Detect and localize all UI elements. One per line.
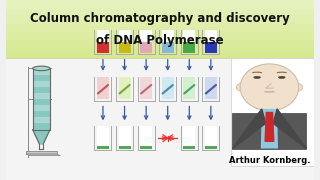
Bar (6, 27, 314, 29)
Bar (6, 35, 314, 36)
Bar (6, 24, 314, 26)
Bar (6, 20, 314, 22)
Text: Arthur Kornberg.: Arthur Kornberg. (229, 156, 310, 165)
Bar (6, 39, 314, 40)
Polygon shape (273, 109, 307, 148)
Bar (140, 126, 152, 149)
Bar (6, 58, 314, 180)
Bar (205, 126, 217, 149)
Bar (6, 17, 314, 19)
Bar (6, 55, 314, 56)
Bar (118, 76, 131, 99)
Bar (6, 0, 314, 1)
Bar (33, 87, 50, 93)
Bar (33, 117, 50, 123)
Bar (6, 16, 314, 17)
Text: of DNA Polymerase: of DNA Polymerase (96, 34, 224, 47)
Bar (6, 30, 314, 32)
Bar (33, 68, 50, 130)
Bar (183, 76, 195, 99)
Bar (205, 76, 217, 99)
Bar (162, 42, 174, 53)
Ellipse shape (254, 76, 260, 78)
Ellipse shape (295, 84, 303, 91)
Bar (183, 126, 195, 149)
Bar (6, 1, 314, 3)
Bar (97, 76, 109, 99)
Bar (33, 93, 50, 99)
Bar (6, 22, 314, 23)
Bar (6, 9, 314, 10)
Polygon shape (33, 130, 50, 144)
Bar (33, 99, 50, 105)
Bar (6, 14, 314, 16)
Bar (6, 56, 314, 58)
Bar (97, 30, 109, 42)
Polygon shape (265, 112, 274, 141)
Polygon shape (26, 154, 60, 156)
Bar (97, 146, 109, 149)
Bar (6, 37, 314, 39)
Bar (183, 30, 195, 42)
Bar (97, 126, 109, 149)
Bar (205, 146, 217, 149)
Bar (140, 30, 152, 42)
Bar (6, 43, 314, 45)
Bar (205, 30, 217, 42)
Bar (6, 45, 314, 46)
Bar (6, 23, 314, 24)
Bar (6, 33, 314, 35)
Bar (183, 42, 195, 53)
Ellipse shape (278, 76, 285, 78)
Bar (6, 29, 314, 30)
Bar (97, 42, 109, 53)
Ellipse shape (236, 84, 244, 91)
Bar (205, 42, 217, 53)
Bar (118, 30, 131, 42)
FancyBboxPatch shape (232, 112, 307, 148)
Text: Column chromatography and discovery: Column chromatography and discovery (30, 12, 290, 25)
Bar (6, 26, 314, 27)
Bar (231, 58, 314, 166)
Bar (6, 3, 314, 4)
Ellipse shape (33, 66, 50, 71)
Bar (6, 19, 314, 20)
Polygon shape (261, 109, 278, 148)
Bar (140, 146, 152, 149)
Bar (118, 146, 131, 149)
Bar (33, 123, 50, 130)
Bar (33, 81, 50, 87)
Polygon shape (232, 109, 266, 148)
Bar (118, 126, 131, 149)
Bar (6, 4, 314, 6)
Bar (162, 76, 174, 99)
Bar (140, 42, 152, 53)
Bar (6, 50, 314, 52)
Bar (33, 105, 50, 111)
Bar (118, 42, 131, 53)
Bar (6, 52, 314, 53)
Bar (262, 98, 277, 109)
Bar (6, 13, 314, 14)
Bar (6, 48, 314, 49)
Bar (6, 42, 314, 43)
Bar (162, 30, 174, 42)
Bar (6, 49, 314, 50)
Bar (183, 146, 195, 149)
Bar (33, 68, 50, 75)
Bar (6, 46, 314, 48)
Bar (6, 7, 314, 9)
Bar (33, 75, 50, 81)
Bar (6, 40, 314, 42)
Bar (33, 111, 50, 117)
FancyBboxPatch shape (26, 151, 57, 154)
Bar (6, 6, 314, 7)
Bar (6, 12, 314, 13)
Bar (140, 76, 152, 99)
Bar (6, 36, 314, 37)
Ellipse shape (240, 64, 299, 111)
Bar (6, 32, 314, 33)
Bar (6, 10, 314, 12)
Bar (6, 53, 314, 55)
